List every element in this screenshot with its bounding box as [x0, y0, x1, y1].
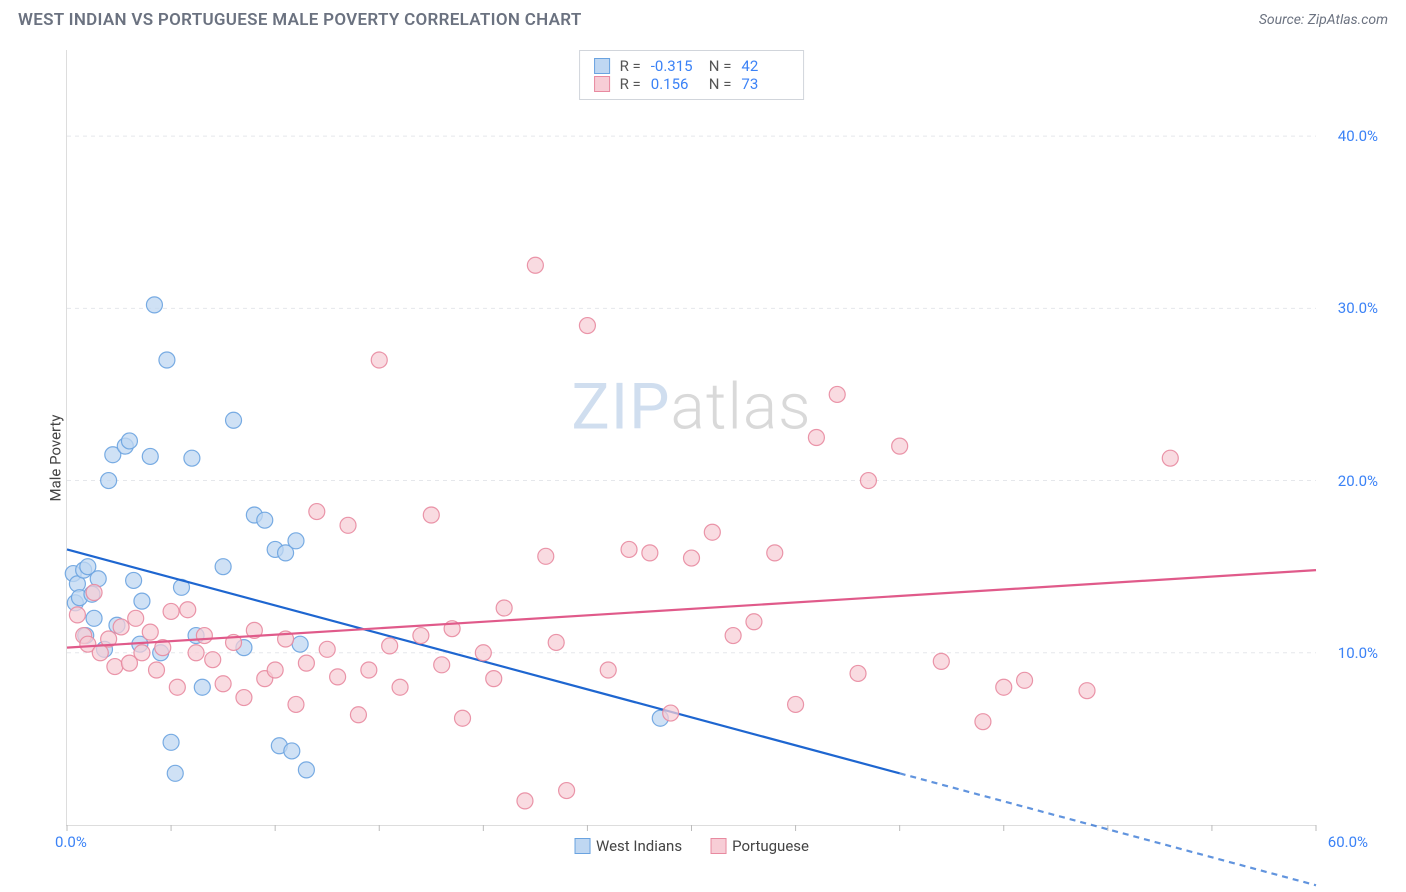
- chart-container: Male Poverty ZIPatlas R =-0.315N =42R =0…: [18, 42, 1388, 874]
- plot-area: ZIPatlas R =-0.315N =42R =0.156N =73 0.0…: [66, 50, 1316, 826]
- stats-r-label: R =: [620, 57, 641, 75]
- correlation-stats-box: R = -0.315 N = 42 R = 0.156 N = 73: [579, 50, 805, 100]
- y-tick-label: 40.0%: [1338, 127, 1378, 145]
- x-axis-max-label: 60.0%: [1328, 833, 1368, 851]
- stats-row: R = 0.156 N = 73: [594, 75, 790, 93]
- stats-r-value: -0.315: [651, 57, 699, 75]
- y-tick-label: 10.0%: [1338, 644, 1378, 662]
- x-axis-min-label: 0.0%: [55, 833, 87, 851]
- y-tick-label: 30.0%: [1338, 299, 1378, 317]
- stats-r-label: R =: [620, 75, 641, 93]
- chart-title: WEST INDIAN VS PORTUGUESE MALE POVERTY C…: [18, 10, 582, 30]
- stats-swatch: [594, 76, 610, 92]
- stats-n-label: N =: [709, 57, 732, 75]
- y-tick-label: 20.0%: [1338, 472, 1378, 490]
- stats-n-value: 42: [741, 57, 789, 75]
- chart-svg: [67, 50, 1316, 825]
- stats-r-value: 0.156: [651, 75, 699, 93]
- y-axis-label: Male Poverty: [46, 415, 64, 502]
- legend-item: West Indians: [574, 837, 682, 855]
- legend-swatch: [710, 838, 726, 854]
- stats-n-label: N =: [709, 75, 732, 93]
- stats-swatch: [594, 58, 610, 74]
- stats-n-value: 73: [741, 75, 789, 93]
- legend-swatch: [574, 838, 590, 854]
- series-legend: West Indians Portuguese: [574, 837, 809, 855]
- legend-item: Portuguese: [710, 837, 809, 855]
- chart-header: WEST INDIAN VS PORTUGUESE MALE POVERTY C…: [0, 0, 1406, 34]
- chart-source: Source: ZipAtlas.com: [1259, 12, 1388, 28]
- stats-row: R = -0.315 N = 42: [594, 57, 790, 75]
